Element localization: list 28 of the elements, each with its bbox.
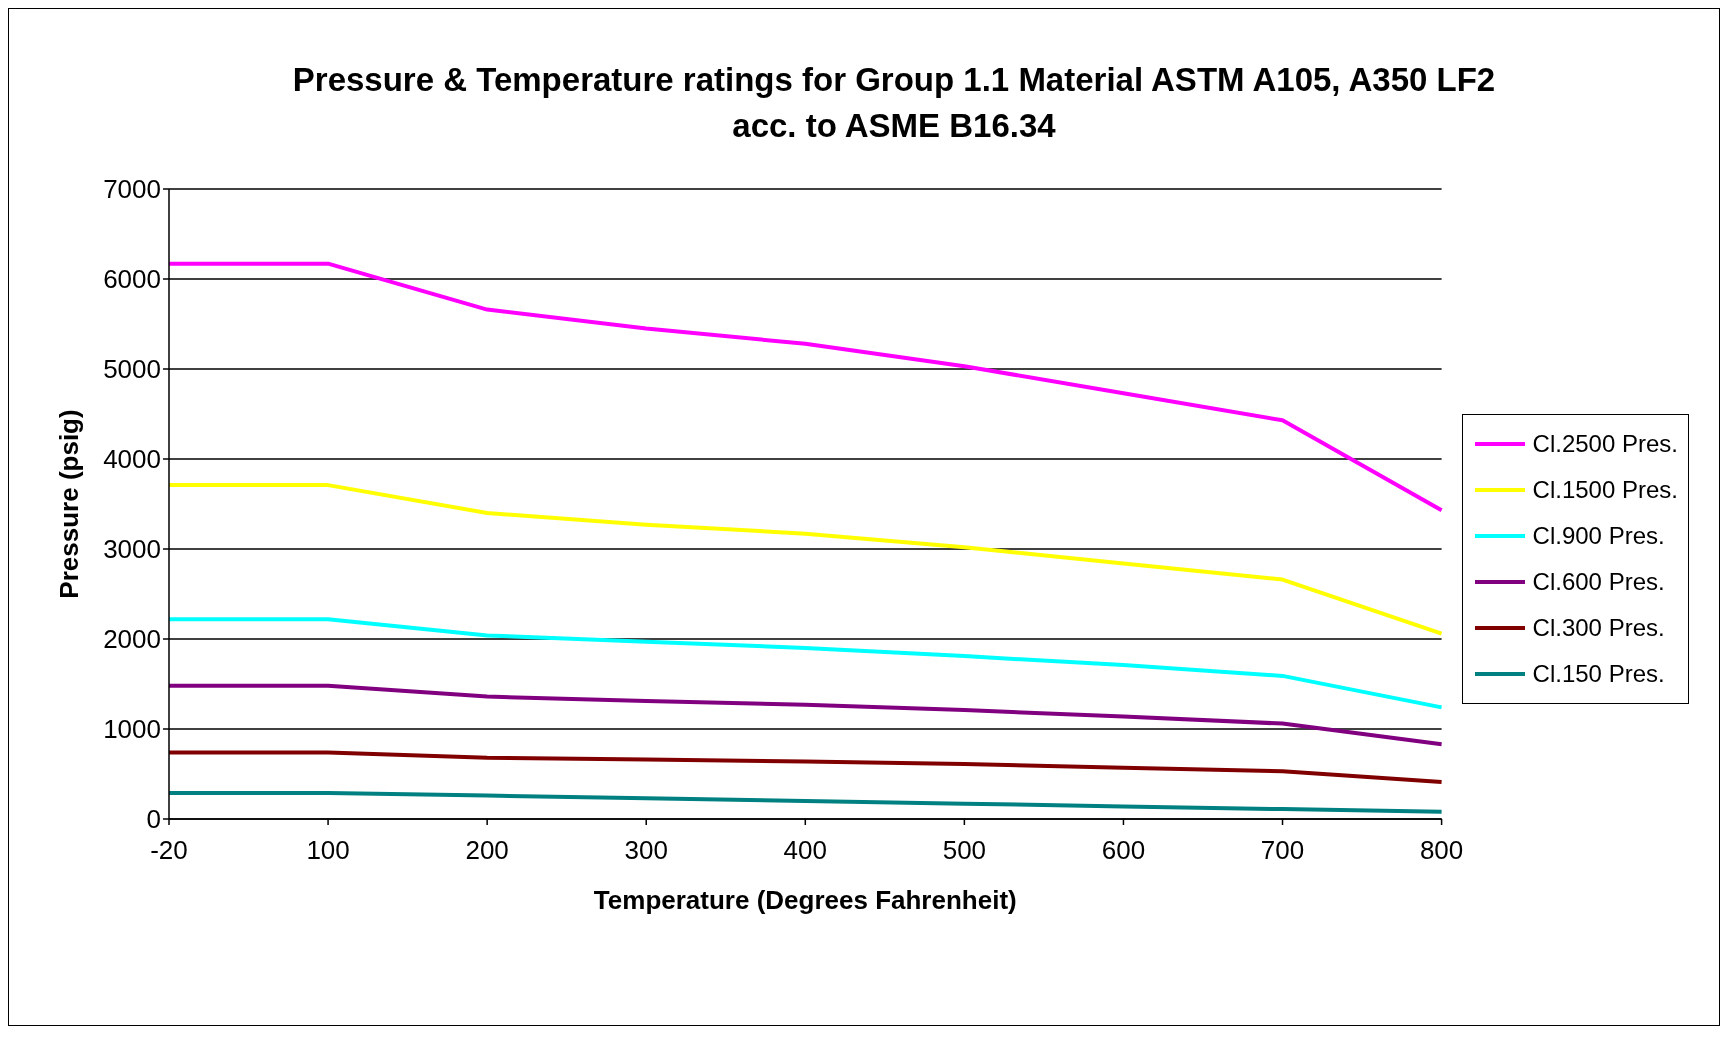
x-tick-label: 200 bbox=[465, 835, 509, 866]
y-tick-label: 7000 bbox=[103, 174, 161, 205]
y-tick-label: 5000 bbox=[103, 354, 161, 385]
line-series bbox=[167, 750, 1444, 785]
legend-label: Cl.600 Pres. bbox=[1532, 568, 1665, 596]
legend-label: Cl.150 Pres. bbox=[1532, 660, 1665, 688]
y-tick-label: 6000 bbox=[103, 264, 161, 295]
legend-label: Cl.300 Pres. bbox=[1532, 614, 1665, 642]
x-tick-label: -20 bbox=[150, 835, 188, 866]
line-series bbox=[167, 790, 1444, 814]
legend-label: Cl.900 Pres. bbox=[1532, 522, 1665, 550]
legend-label: Cl.1500 Pres. bbox=[1532, 476, 1678, 504]
y-tick-label: 2000 bbox=[103, 624, 161, 655]
y-tick-label: 4000 bbox=[103, 444, 161, 475]
y-tick-label: 1000 bbox=[103, 714, 161, 745]
x-tick-label: 800 bbox=[1419, 835, 1464, 866]
x-axis-title: Temperature (Degrees Fahrenheit) bbox=[593, 885, 1017, 915]
x-tick-label: 500 bbox=[942, 835, 987, 866]
legend-label: Cl.2500 Pres. bbox=[1532, 430, 1678, 458]
x-tick-label: 700 bbox=[1260, 835, 1305, 866]
x-tick-label: 600 bbox=[1101, 835, 1146, 866]
chart-title: Pressure & Temperature ratings for Group 1.1 Material ASTM A105, A350 LF2 acc. to ASME B16.34 bbox=[291, 60, 1497, 146]
y-tick-label: 3000 bbox=[103, 534, 161, 565]
x-tick-label: 300 bbox=[624, 835, 668, 866]
y-axis-title: Pressure (psig) bbox=[54, 409, 85, 599]
x-tick-label: 400 bbox=[783, 835, 827, 866]
y-tick-label: 0 bbox=[146, 804, 161, 835]
x-tick-label: 100 bbox=[306, 835, 350, 866]
